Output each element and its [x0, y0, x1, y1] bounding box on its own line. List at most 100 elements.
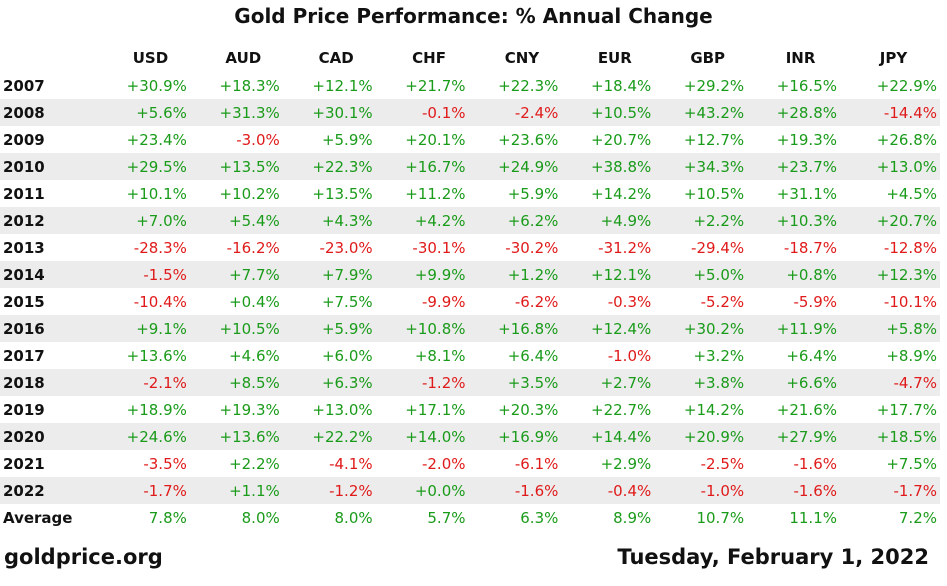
column-header-cad: CAD — [318, 49, 354, 67]
cell-2020-usd: +24.6% — [104, 423, 197, 450]
table-row: 2014 -1.5% +7.7% +7.9% +9.9% +1.2% +12.1% +5.0%… — [0, 261, 940, 288]
cell-2010-jpy: +13.0% — [847, 153, 940, 180]
table-row: 2019 +18.9% +19.3% +13.0% +17.1% +20.3% +22.7%… — [0, 396, 940, 423]
table-row: 2017 +13.6% +4.6% +6.0% +8.1% +6.4% -1.0% +3.2%… — [0, 342, 940, 369]
cell-2012-eur: +4.9% — [568, 207, 662, 234]
column-header-usd: USD — [132, 49, 169, 67]
cell-2012-aud: +5.4% — [196, 207, 290, 234]
table-row: 2020 +24.6% +13.6% +22.2% +14.0% +16.9% +14.4%… — [0, 423, 940, 450]
cell-2012-usd: +7.0% — [104, 207, 197, 234]
cell-2020-aud: +13.6% — [196, 423, 290, 450]
cell-2008-jpy: -14.4% — [847, 99, 940, 126]
column-header-eur: EUR — [597, 49, 632, 67]
cell-2013-cad: -23.0% — [319, 238, 373, 257]
chart-title: Gold Price Performance: % Annual Change — [234, 4, 713, 28]
year-column-header — [0, 44, 104, 72]
cell-2014-usd: -1.5% — [104, 261, 197, 288]
cell-2013-eur: -31.2% — [598, 238, 652, 257]
cell-2021-cad: -4.1% — [329, 454, 373, 473]
cell-2018-eur: +2.7% — [568, 369, 662, 396]
row-year-label: 2010 — [0, 153, 104, 180]
cell-2016-chf: +10.8% — [382, 315, 476, 342]
cell-2013-inr: -18.7% — [783, 238, 837, 257]
header-row: USD AUD CAD CHF CNY EUR GBP INR JPY — [0, 44, 940, 72]
average-usd: 7.8% — [148, 508, 187, 527]
table-row: 2012 +7.0% +5.4% +4.3% +4.2% +6.2% +4.9% +2.2% +… — [0, 207, 940, 234]
cell-2017-gbp: +3.2% — [693, 346, 745, 365]
cell-2019-chf: +17.1% — [405, 400, 466, 419]
row-year-label: 2014 — [0, 261, 104, 288]
cell-2022-inr: -1.6% — [754, 477, 847, 504]
cell-2020-cad: +22.2% — [289, 423, 383, 450]
cell-2010-chf: +16.7% — [382, 153, 476, 180]
cell-2011-gbp: +10.5% — [683, 184, 745, 203]
cell-2016-eur: +12.4% — [568, 315, 662, 342]
cell-2017-usd: +13.6% — [126, 346, 187, 365]
row-year-label: 2015 — [3, 292, 45, 311]
average-gbp: 10.7% — [696, 508, 745, 527]
cell-2022-eur: -0.4% — [568, 477, 662, 504]
cell-2021-gbp: -2.5% — [700, 454, 745, 473]
cell-2022-chf: +0.0% — [382, 477, 476, 504]
row-year-label: 2022 — [0, 477, 104, 504]
cell-2012-gbp: +2.2% — [661, 207, 755, 234]
row-year-label: 2018 — [0, 369, 104, 396]
cell-2022-usd: -1.7% — [104, 477, 197, 504]
cell-2022-jpy: -1.7% — [847, 477, 940, 504]
table-body: 2007 +30.9% +18.3% +12.1% +21.7% +22.3% +18.4%… — [0, 72, 940, 531]
row-year-label: 2007 — [3, 76, 45, 95]
cell-2013-chf: -30.1% — [412, 238, 466, 257]
cell-2021-usd: -3.5% — [143, 454, 187, 473]
cell-2019-gbp: +14.2% — [683, 400, 745, 419]
cell-2022-cad: -1.2% — [289, 477, 383, 504]
cell-2014-jpy: +12.3% — [847, 261, 940, 288]
cell-2012-jpy: +20.7% — [847, 207, 940, 234]
cell-2010-inr: +23.7% — [754, 153, 847, 180]
average-chf: 5.7% — [427, 508, 466, 527]
cell-2013-cny: -30.2% — [505, 238, 559, 257]
cell-2012-chf: +4.2% — [382, 207, 476, 234]
cell-2008-cny: -2.4% — [475, 99, 569, 126]
cell-2015-cny: -6.2% — [514, 292, 559, 311]
table-row: 2015 -10.4% +0.4% +7.5% -9.9% -6.2% -0.3% -5.2%… — [0, 288, 940, 315]
cell-2017-eur: -1.0% — [607, 346, 652, 365]
cell-2007-cny: +22.3% — [498, 76, 559, 95]
cell-2008-inr: +28.8% — [754, 99, 847, 126]
cell-2009-cny: +23.6% — [498, 130, 559, 149]
cell-2010-cad: +22.3% — [289, 153, 383, 180]
cell-2021-chf: -2.0% — [421, 454, 466, 473]
cell-2020-chf: +14.0% — [382, 423, 476, 450]
table-row: 2009 +23.4% -3.0% +5.9% +20.1% +23.6% +20.7% +1… — [0, 126, 940, 153]
cell-2007-inr: +16.5% — [776, 76, 837, 95]
table-row: 2010 +29.5% +13.5% +22.3% +16.7% +24.9% +38.8%… — [0, 153, 940, 180]
row-year-label: 2019 — [3, 400, 45, 419]
cell-2011-usd: +10.1% — [126, 184, 187, 203]
cell-2021-cny: -6.1% — [514, 454, 559, 473]
row-year-label: 2008 — [0, 99, 104, 126]
cell-2013-usd: -28.3% — [133, 238, 187, 257]
cell-2020-inr: +27.9% — [754, 423, 847, 450]
cell-2013-jpy: -12.8% — [883, 238, 937, 257]
cell-2016-cny: +16.8% — [475, 315, 569, 342]
cell-2016-aud: +10.5% — [196, 315, 290, 342]
cell-2019-cad: +13.0% — [312, 400, 373, 419]
cell-2014-aud: +7.7% — [196, 261, 290, 288]
cell-2020-cny: +16.9% — [475, 423, 569, 450]
cell-2016-usd: +9.1% — [104, 315, 197, 342]
date-label: Tuesday, February 1, 2022 — [617, 545, 929, 569]
table-row: 2013 -28.3% -16.2% -23.0% -30.1% -30.2% -31.2%… — [0, 234, 940, 261]
cell-2016-inr: +11.9% — [754, 315, 847, 342]
row-year-label: 2009 — [3, 130, 45, 149]
cell-2011-aud: +10.2% — [219, 184, 280, 203]
cell-2007-cad: +12.1% — [312, 76, 373, 95]
column-header-gbp: GBP — [690, 49, 726, 67]
cell-2012-inr: +10.3% — [754, 207, 847, 234]
row-year-label: 2013 — [3, 238, 45, 257]
cell-2019-jpy: +17.7% — [876, 400, 937, 419]
cell-2010-gbp: +34.3% — [661, 153, 755, 180]
cell-2019-inr: +21.6% — [776, 400, 837, 419]
cell-2015-aud: +0.4% — [229, 292, 280, 311]
cell-2016-jpy: +5.8% — [847, 315, 940, 342]
cell-2017-chf: +8.1% — [414, 346, 466, 365]
column-header-chf: CHF — [412, 49, 446, 67]
